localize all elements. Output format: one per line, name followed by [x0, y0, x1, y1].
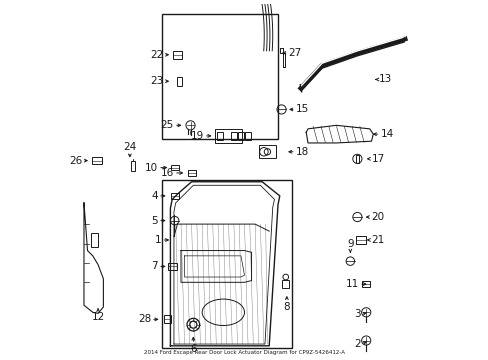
Text: 21: 21: [371, 235, 384, 245]
Text: 10: 10: [144, 163, 158, 173]
Text: 9: 9: [346, 239, 353, 249]
Text: 15: 15: [295, 104, 308, 114]
Bar: [161, 180, 291, 348]
Bar: [282, 280, 289, 288]
Bar: [167, 262, 176, 270]
Text: 22: 22: [150, 50, 163, 60]
Bar: [131, 161, 135, 171]
Bar: [163, 315, 171, 323]
Text: 2014 Ford Escape Rear Door Lock Actuator Diagram for CP9Z-5426412-A: 2014 Ford Escape Rear Door Lock Actuator…: [143, 350, 345, 355]
Text: 1: 1: [155, 235, 161, 245]
Text: 2: 2: [354, 339, 360, 349]
Bar: [215, 129, 242, 143]
Bar: [355, 237, 365, 243]
Text: 20: 20: [371, 212, 384, 222]
Text: 18: 18: [295, 147, 308, 157]
Bar: [170, 165, 178, 171]
Bar: [258, 145, 276, 158]
Bar: [92, 157, 102, 165]
Text: 8: 8: [283, 302, 289, 312]
Text: 7: 7: [151, 261, 158, 271]
Text: 19: 19: [190, 131, 203, 141]
Bar: [188, 170, 196, 176]
Bar: [361, 281, 370, 287]
Bar: [173, 51, 182, 59]
Text: 3: 3: [354, 309, 360, 319]
Text: 16: 16: [161, 168, 174, 178]
Text: 25: 25: [161, 120, 174, 130]
Text: 6: 6: [190, 344, 196, 354]
Text: 14: 14: [380, 129, 393, 139]
Text: 4: 4: [151, 191, 158, 201]
Text: 27: 27: [288, 48, 301, 58]
Text: 28: 28: [138, 314, 151, 324]
Bar: [161, 14, 278, 139]
Bar: [176, 77, 182, 86]
Text: 11: 11: [345, 279, 358, 289]
Text: 23: 23: [150, 76, 163, 86]
Bar: [170, 193, 178, 199]
Bar: [355, 155, 358, 163]
Text: 12: 12: [91, 312, 104, 322]
Bar: [230, 132, 237, 140]
Bar: [90, 233, 98, 247]
Text: 5: 5: [151, 216, 158, 226]
Bar: [216, 132, 223, 140]
Bar: [244, 132, 251, 140]
Text: 17: 17: [371, 154, 384, 164]
Text: 24: 24: [123, 142, 136, 152]
Text: 13: 13: [378, 75, 391, 85]
Bar: [237, 132, 244, 140]
Text: 26: 26: [69, 156, 82, 166]
